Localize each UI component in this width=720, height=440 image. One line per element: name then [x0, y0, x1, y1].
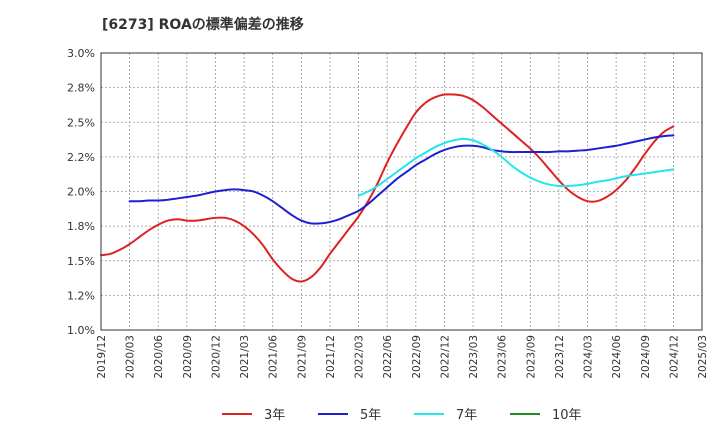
series-line-7年 [357, 137, 675, 197]
y-tick-label: 1.8% [67, 220, 95, 233]
x-tick-label: 2024/09 [640, 335, 652, 379]
y-tick-label: 2.2% [67, 151, 95, 164]
legend-label: 5年 [360, 408, 381, 423]
y-tick-label: 1.5% [67, 255, 95, 268]
x-tick-label: 2021/09 [296, 335, 308, 379]
plot-frame [100, 52, 703, 331]
x-tick-label: 2021/03 [239, 335, 251, 379]
x-axis-ticks: 2019/12 2020/03 2020/06 2020/09 2020/12 2021/… [96, 335, 709, 379]
x-tick-label: 2024/06 [611, 335, 623, 379]
x-tick-label: 2025/03 [697, 335, 709, 379]
y-tick-label: 1.2% [67, 289, 95, 302]
legend-label: 7年 [456, 408, 477, 423]
y-tick-label: 1.0% [67, 324, 95, 337]
y-tick-label: 2.0% [67, 186, 95, 199]
series-line-5年 [128, 134, 675, 225]
y-axis-ticks: 3.0% 2.8% 2.5% 2.2% 2.0% 1.8% 1.5% 1.2% 1.0% [67, 47, 95, 337]
x-tick-label: 2022/12 [439, 335, 451, 379]
x-tick-label: 2022/06 [382, 335, 394, 379]
series-lines [100, 93, 675, 283]
chart-title: [6273] ROAの標準偏差の推移 [102, 17, 304, 33]
legend-label: 10年 [552, 408, 582, 423]
x-tick-label: 2024/12 [668, 335, 680, 379]
y-tick-label: 2.5% [67, 116, 95, 129]
x-tick-label: 2023/06 [497, 335, 509, 379]
x-tick-label: 2024/03 [583, 335, 595, 379]
y-tick-label: 3.0% [67, 47, 95, 60]
grid-lines [100, 52, 703, 331]
x-tick-label: 2020/09 [182, 335, 194, 379]
x-tick-label: 2022/03 [354, 335, 366, 379]
x-tick-label: 2020/03 [125, 335, 137, 379]
x-tick-label: 2022/09 [411, 335, 423, 379]
x-tick-label: 2021/12 [325, 335, 337, 379]
y-tick-label: 2.8% [67, 82, 95, 95]
x-tick-label: 2023/12 [554, 335, 566, 379]
x-tick-label: 2023/03 [468, 335, 480, 379]
x-tick-label: 2019/12 [96, 335, 108, 379]
legend-label: 3年 [264, 408, 285, 423]
x-tick-label: 2021/06 [268, 335, 280, 379]
legend: 3年 5年 7年 10年 [222, 408, 582, 423]
x-tick-label: 2023/09 [525, 335, 537, 379]
series-line-3年 [100, 93, 675, 283]
x-tick-label: 2020/12 [210, 335, 222, 379]
x-tick-label: 2020/06 [153, 335, 165, 379]
